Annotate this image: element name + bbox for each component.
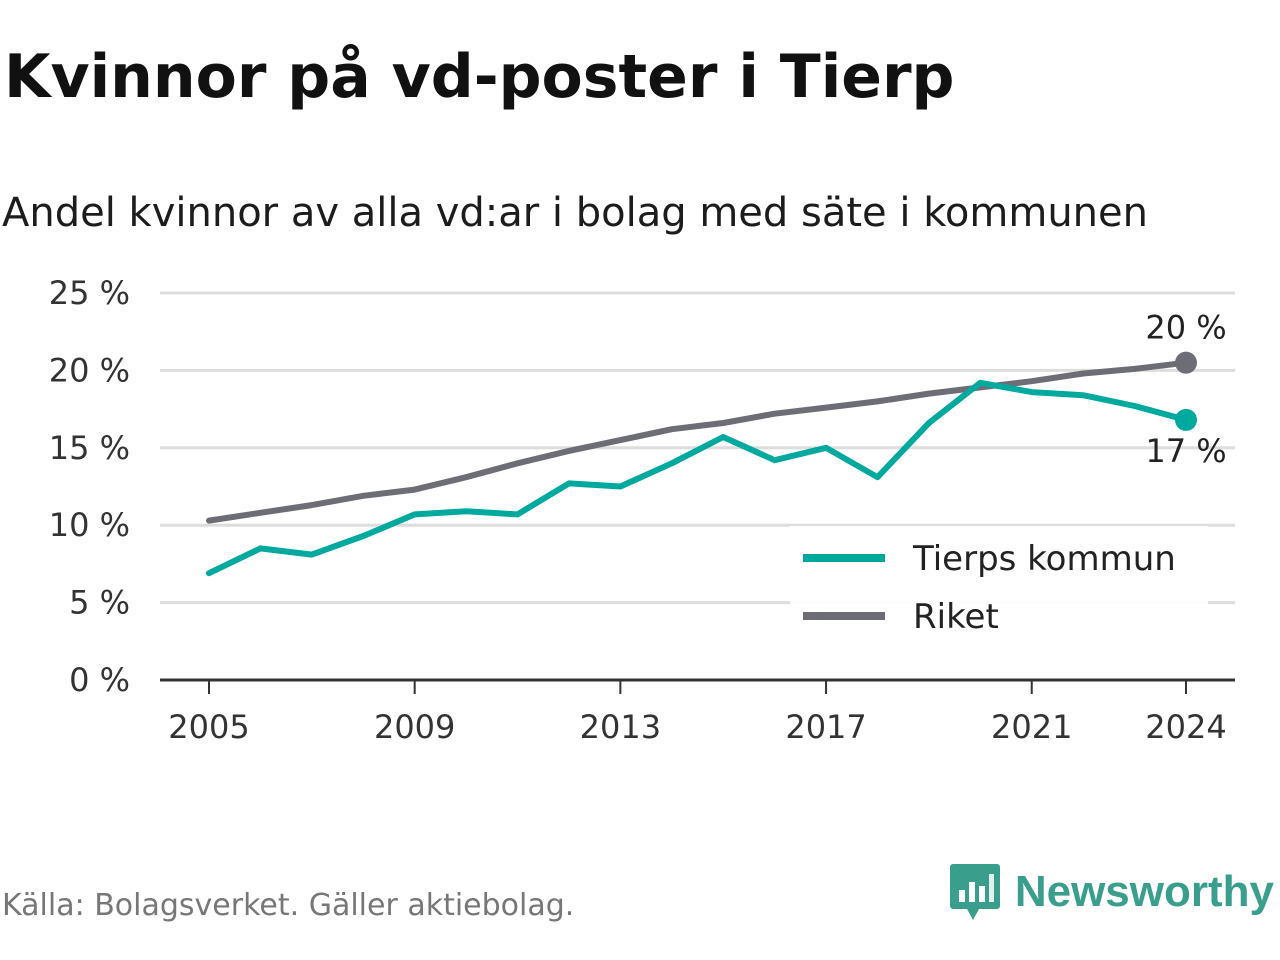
x-tick-label: 2021	[991, 708, 1072, 746]
y-tick-label: 0 %	[69, 661, 130, 699]
end-labels: 20 % 17 %	[1145, 309, 1226, 470]
brand-logo[interactable]: Newsworthy	[949, 862, 1274, 922]
axes: 0 % 5 % 10 % 15 % 20 % 25 % 2005 2009 2013 2017 20…	[49, 274, 1235, 746]
series-lines	[206, 351, 1197, 577]
series-line-riket	[206, 359, 1189, 524]
x-tick-label: 2005	[168, 708, 249, 746]
legend-label: Riket	[913, 597, 999, 637]
y-tick-label: 20 %	[49, 351, 130, 389]
end-point-marker	[1175, 351, 1197, 374]
end-point-marker	[1175, 408, 1197, 431]
series-line-tierps-kommun	[206, 379, 1189, 577]
x-tick-label: 2024	[1145, 708, 1226, 746]
source-note: Källa: Bolagsverket. Gäller aktiebolag.	[2, 888, 575, 923]
legend-background	[790, 526, 1208, 652]
end-label-riket: 20 %	[1145, 309, 1226, 347]
chart-subtitle: Andel kvinnor av alla vd:ar i bolag med …	[2, 190, 1148, 236]
x-tick-label: 2009	[374, 708, 455, 746]
y-tick-label: 10 %	[49, 506, 130, 544]
newsworthy-logo-icon	[949, 864, 1000, 920]
brand-name: Newsworthy	[1014, 867, 1274, 916]
chart-title: Kvinnor på vd-poster i Tierp	[4, 42, 955, 112]
y-tick-label: 5 %	[69, 584, 130, 622]
legend: Tierps kommun Riket	[790, 526, 1208, 652]
y-tick-label: 25 %	[49, 274, 130, 312]
x-tick-label: 2013	[580, 708, 661, 746]
legend-label: Tierps kommun	[912, 539, 1176, 579]
end-label-tierps-kommun: 17 %	[1145, 432, 1226, 470]
x-tick-label: 2017	[785, 708, 866, 746]
y-tick-label: 15 %	[49, 429, 130, 467]
